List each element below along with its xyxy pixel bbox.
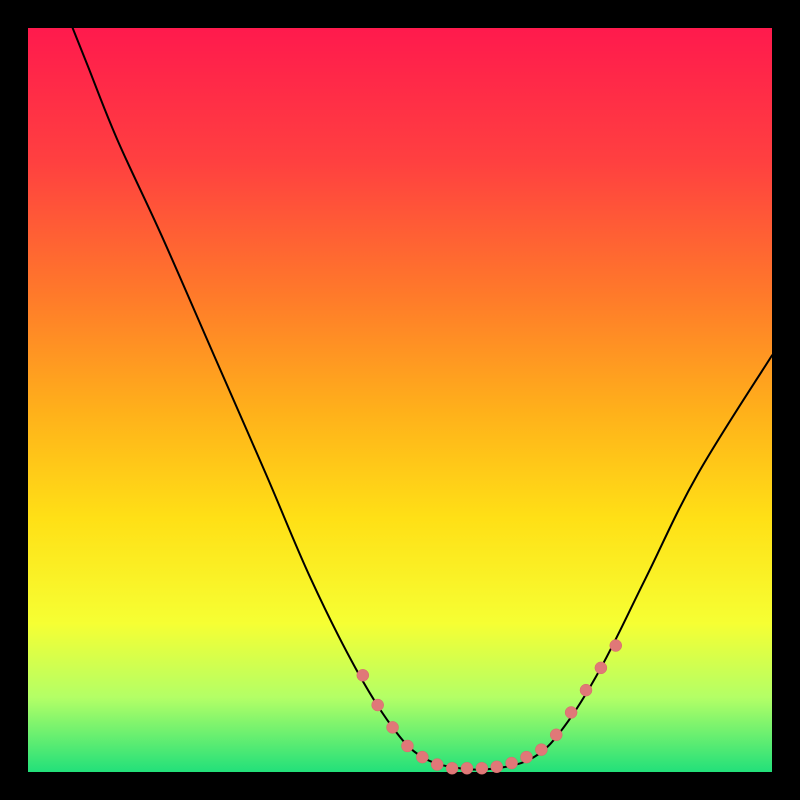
bottleneck-curve-chart bbox=[0, 0, 800, 800]
figure-root: TheBottleneck.com bbox=[0, 0, 800, 800]
curve-marker bbox=[550, 729, 562, 741]
curve-marker bbox=[506, 757, 518, 769]
curve-marker bbox=[387, 721, 399, 733]
curve-marker bbox=[610, 640, 622, 652]
curve-marker bbox=[520, 751, 532, 763]
curve-marker bbox=[446, 762, 458, 774]
curve-marker bbox=[580, 684, 592, 696]
plot-background bbox=[28, 28, 772, 772]
curve-marker bbox=[357, 669, 369, 681]
curve-marker bbox=[595, 662, 607, 674]
curve-marker bbox=[535, 744, 547, 756]
curve-marker bbox=[401, 740, 413, 752]
curve-marker bbox=[476, 762, 488, 774]
curve-marker bbox=[565, 706, 577, 718]
curve-marker bbox=[372, 699, 384, 711]
curve-marker bbox=[461, 762, 473, 774]
curve-marker bbox=[416, 751, 428, 763]
curve-marker bbox=[431, 759, 443, 771]
curve-marker bbox=[491, 761, 503, 773]
